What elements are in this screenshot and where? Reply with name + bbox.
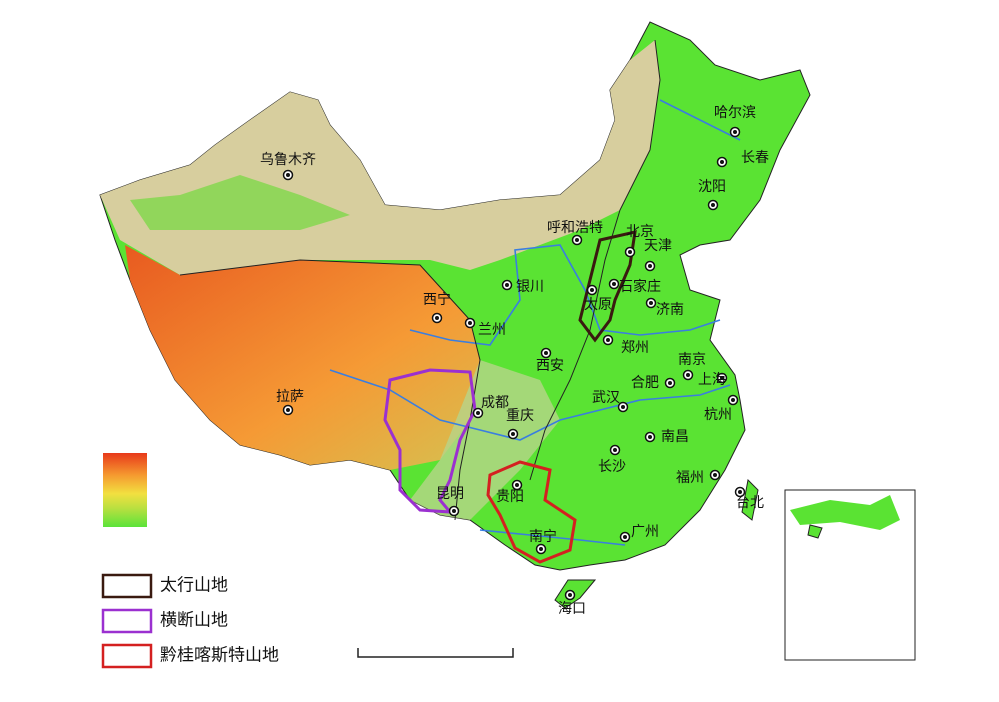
city-label: 拉萨: [276, 389, 304, 405]
city-marker-dot: [711, 203, 715, 207]
city-marker-dot: [286, 173, 290, 177]
city-marker-dot: [590, 288, 594, 292]
city-marker-dot: [686, 373, 690, 377]
city-marker-dot: [476, 411, 480, 415]
city-label: 西安: [536, 358, 564, 374]
scale-bar: [357, 648, 514, 658]
inset-land: [807, 524, 823, 539]
city-label: 哈尔滨: [714, 105, 756, 121]
legend-label: 太行山地: [160, 576, 228, 596]
city-label: 乌鲁木齐: [260, 152, 316, 168]
terrain-boundary: [529, 39, 661, 481]
hengduan-region: [383, 368, 477, 514]
city-label: 上海: [698, 372, 726, 388]
inset: [784, 489, 916, 661]
city-marker-dot: [623, 535, 627, 539]
city-label: 杭州: [704, 407, 732, 423]
city-marker-dot: [648, 435, 652, 439]
city-label: 太原: [584, 297, 612, 313]
city-label: 成都: [481, 395, 509, 411]
city-label: 郑州: [621, 340, 649, 356]
karst-region: [486, 460, 577, 564]
city-marker-dot: [613, 448, 617, 452]
city-marker-dot: [575, 238, 579, 242]
city-marker-dot: [621, 405, 625, 409]
legend-swatch: [101, 573, 153, 599]
scale-line: [357, 648, 514, 658]
city-label: 呼和浩特: [547, 220, 603, 236]
city-label: 石家庄: [619, 278, 661, 295]
city-label: 长春: [741, 150, 769, 166]
legend-label: 横断山地: [160, 611, 228, 631]
city-marker-dot: [731, 398, 735, 402]
city-label: 广州: [631, 524, 659, 540]
city-label: 昆明: [436, 486, 464, 502]
city-label: 南宁: [529, 528, 557, 545]
city-label: 西宁: [423, 291, 451, 308]
city-marker-dot: [738, 490, 742, 494]
inset-land: [790, 495, 900, 530]
taihang-region: [578, 230, 637, 343]
city-marker-dot: [649, 301, 653, 305]
city-marker-dot: [713, 473, 717, 477]
china-landmass: [99, 21, 811, 609]
city-label: 贵阳: [496, 489, 524, 505]
city-marker-dot: [648, 264, 652, 268]
city-marker-dot: [452, 509, 456, 513]
city-marker-dot: [505, 283, 509, 287]
city-marker-dot: [668, 381, 672, 385]
city-label: 济南: [656, 302, 684, 318]
city-label: 福州: [676, 470, 704, 486]
legend-label: 黔桂喀斯特山地: [160, 646, 279, 666]
city-label: 武汉: [592, 390, 620, 406]
city-marker-dot: [568, 593, 572, 597]
elevation-ramp: [103, 453, 147, 527]
city-label: 台北: [736, 495, 764, 511]
city-label: 天津: [644, 238, 672, 254]
city-label: 南京: [678, 352, 706, 368]
city-marker-dot: [733, 130, 737, 134]
city-marker-dot: [468, 321, 472, 325]
city-marker-dot: [544, 351, 548, 355]
city-marker-dot: [286, 408, 290, 412]
city-marker-dot: [720, 160, 724, 164]
city-marker-dot: [511, 432, 515, 436]
city-marker-dot: [515, 483, 519, 487]
legend-swatch: [101, 608, 153, 634]
rivers: [329, 99, 741, 546]
city-label: 海口: [558, 601, 586, 617]
legend-swatch: [101, 643, 153, 669]
city-marker-dot: [628, 250, 632, 254]
city-label: 重庆: [506, 408, 534, 424]
terrain-boundary: [179, 259, 481, 521]
city-label: 兰州: [478, 322, 506, 338]
city-label: 合肥: [631, 375, 659, 391]
city-label: 北京: [626, 224, 654, 240]
city-label: 银川: [516, 279, 544, 295]
city-label: 南昌: [661, 429, 689, 445]
city-marker-dot: [720, 376, 724, 380]
city-label: 沈阳: [698, 179, 726, 195]
city-marker-dot: [606, 338, 610, 342]
city-marker-dot: [612, 282, 616, 286]
city-marker-dot: [435, 316, 439, 320]
city-label: 长沙: [598, 459, 626, 475]
city-marker-dot: [539, 547, 543, 551]
